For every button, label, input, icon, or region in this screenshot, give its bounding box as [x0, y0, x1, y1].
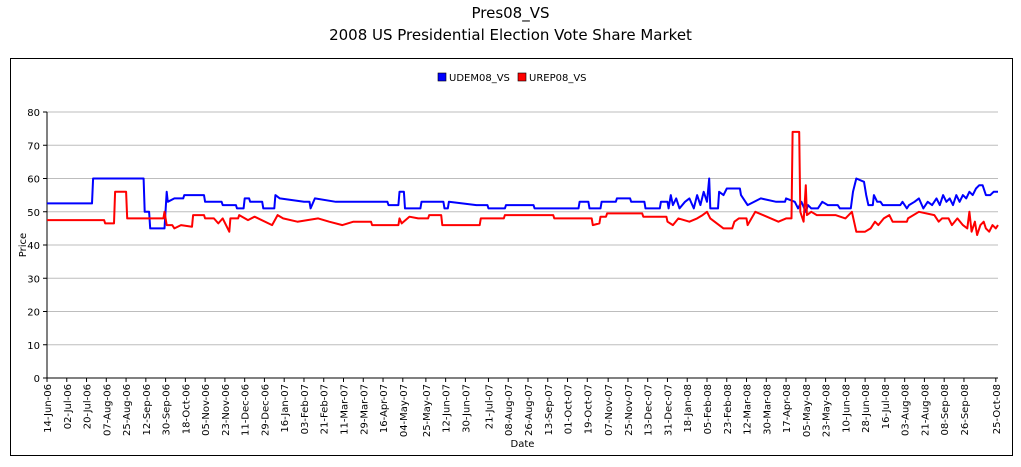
series-line-udem08_vs: [47, 177, 998, 230]
x-tick-label: 05-May-08: [802, 384, 813, 437]
y-tick-label: 50: [27, 208, 40, 219]
x-tick-label: 20-Jul-06: [83, 384, 94, 429]
y-tick-label: 70: [27, 141, 40, 152]
x-tick-label: 30-Mar-08: [762, 384, 773, 435]
x-tick-label: 28-Jun-08: [861, 384, 872, 433]
x-tick-label: 07-Aug-06: [102, 384, 113, 436]
x-tick-label: 11-Dec-06: [241, 384, 252, 436]
x-tick-label: 23-May-08: [822, 384, 833, 437]
x-tick-label: 12-Jun-07: [442, 384, 453, 433]
x-tick-label: 03-Feb-07: [300, 384, 311, 434]
x-tick-label: 21-Aug-08: [920, 384, 931, 436]
x-tick-label: 26-Aug-07: [524, 384, 535, 436]
x-tick-label: 12-Sep-06: [142, 384, 153, 436]
y-tick-label: 60: [27, 175, 40, 186]
x-tick-label: 31-Dec-07: [663, 384, 674, 436]
x-tick-label: 16-Apr-07: [379, 384, 390, 433]
chart-subtitle: 2008 US Presidential Election Vote Share…: [329, 26, 692, 44]
x-tick-label: 18-Oct-06: [181, 384, 192, 434]
legend-entry: UDEM08_VS: [449, 73, 510, 84]
y-tick-label: 20: [27, 308, 40, 319]
x-tick-label: 16-Jan-07: [280, 384, 291, 433]
x-tick-label: 19-Oct-07: [583, 384, 594, 434]
x-tick-label: 25-Oct-08: [992, 384, 1003, 434]
x-tick-label: 16-Jul-08: [881, 384, 892, 429]
line-chart: 0 10 20 30 40 50 60 70 80 14-Jun-06 02-Jul-06 20-Ju…: [18, 72, 1003, 450]
y-tick-label: 10: [27, 341, 40, 352]
x-tick-label: 02-Jul-06: [63, 384, 74, 429]
x-tick-label: 14-Jun-06: [43, 384, 54, 433]
x-tick-label: 05-Nov-06: [201, 384, 212, 436]
x-tick-label: 12-Mar-08: [743, 384, 754, 435]
x-tick-label: 25-Nov-07: [624, 384, 635, 436]
y-axis-label: Price: [18, 233, 29, 257]
chart-frame: 0 10 20 30 40 50 60 70 80 14-Jun-06 02-Jul-06 20-Ju…: [10, 58, 1013, 456]
x-tick-label: 13-Sep-07: [544, 384, 555, 436]
x-tick-label: 17-Apr-08: [782, 384, 793, 433]
legend-swatch: [437, 72, 447, 82]
y-tick-label: 30: [27, 274, 40, 285]
series-line-urep08_vs: [47, 130, 999, 236]
x-tick-label: 10-Jun-08: [841, 384, 852, 433]
x-tick-label: 23-Feb-08: [723, 384, 734, 434]
x-tick-label: 30-Jun-07: [461, 384, 472, 433]
x-tick-label: 25-May-07: [422, 384, 433, 437]
y-tick-label: 0: [34, 374, 40, 385]
x-tick-label: 05-Feb-08: [703, 384, 714, 434]
x-tick-label: 01-Oct-07: [564, 384, 575, 434]
legend-swatch: [517, 72, 527, 82]
legend-entry: UREP08_VS: [529, 73, 587, 84]
y-tick-label: 80: [27, 108, 40, 119]
x-tick-label: 23-Nov-06: [221, 384, 232, 436]
x-tick-label: 18-Jan-08: [683, 384, 694, 433]
x-tick-label: 25-Aug-06: [122, 384, 133, 436]
chart-title: Pres08_VS: [471, 4, 550, 22]
x-tick-label: 29-Mar-07: [359, 384, 370, 435]
x-tick-label: 11-Mar-07: [340, 384, 351, 435]
x-tick-label: 29-Dec-06: [260, 384, 271, 436]
x-tick-label: 26-Sep-08: [960, 384, 971, 436]
x-tick-label: 30-Sep-06: [162, 384, 173, 436]
x-tick-label: 04-May-07: [399, 384, 410, 437]
x-tick-label: 13-Dec-07: [644, 384, 655, 436]
x-axis-label: Date: [511, 439, 535, 450]
x-tick-label: 08-Sep-08: [940, 384, 951, 436]
x-tick-label: 03-Aug-08: [901, 384, 912, 436]
x-tick-label: 21-Jul-07: [484, 384, 495, 429]
x-tick-label: 08-Aug-07: [504, 384, 515, 436]
x-tick-label: 21-Feb-07: [320, 384, 331, 434]
y-tick-label: 40: [27, 241, 40, 252]
x-tick-label: 07-Nov-07: [604, 384, 615, 436]
